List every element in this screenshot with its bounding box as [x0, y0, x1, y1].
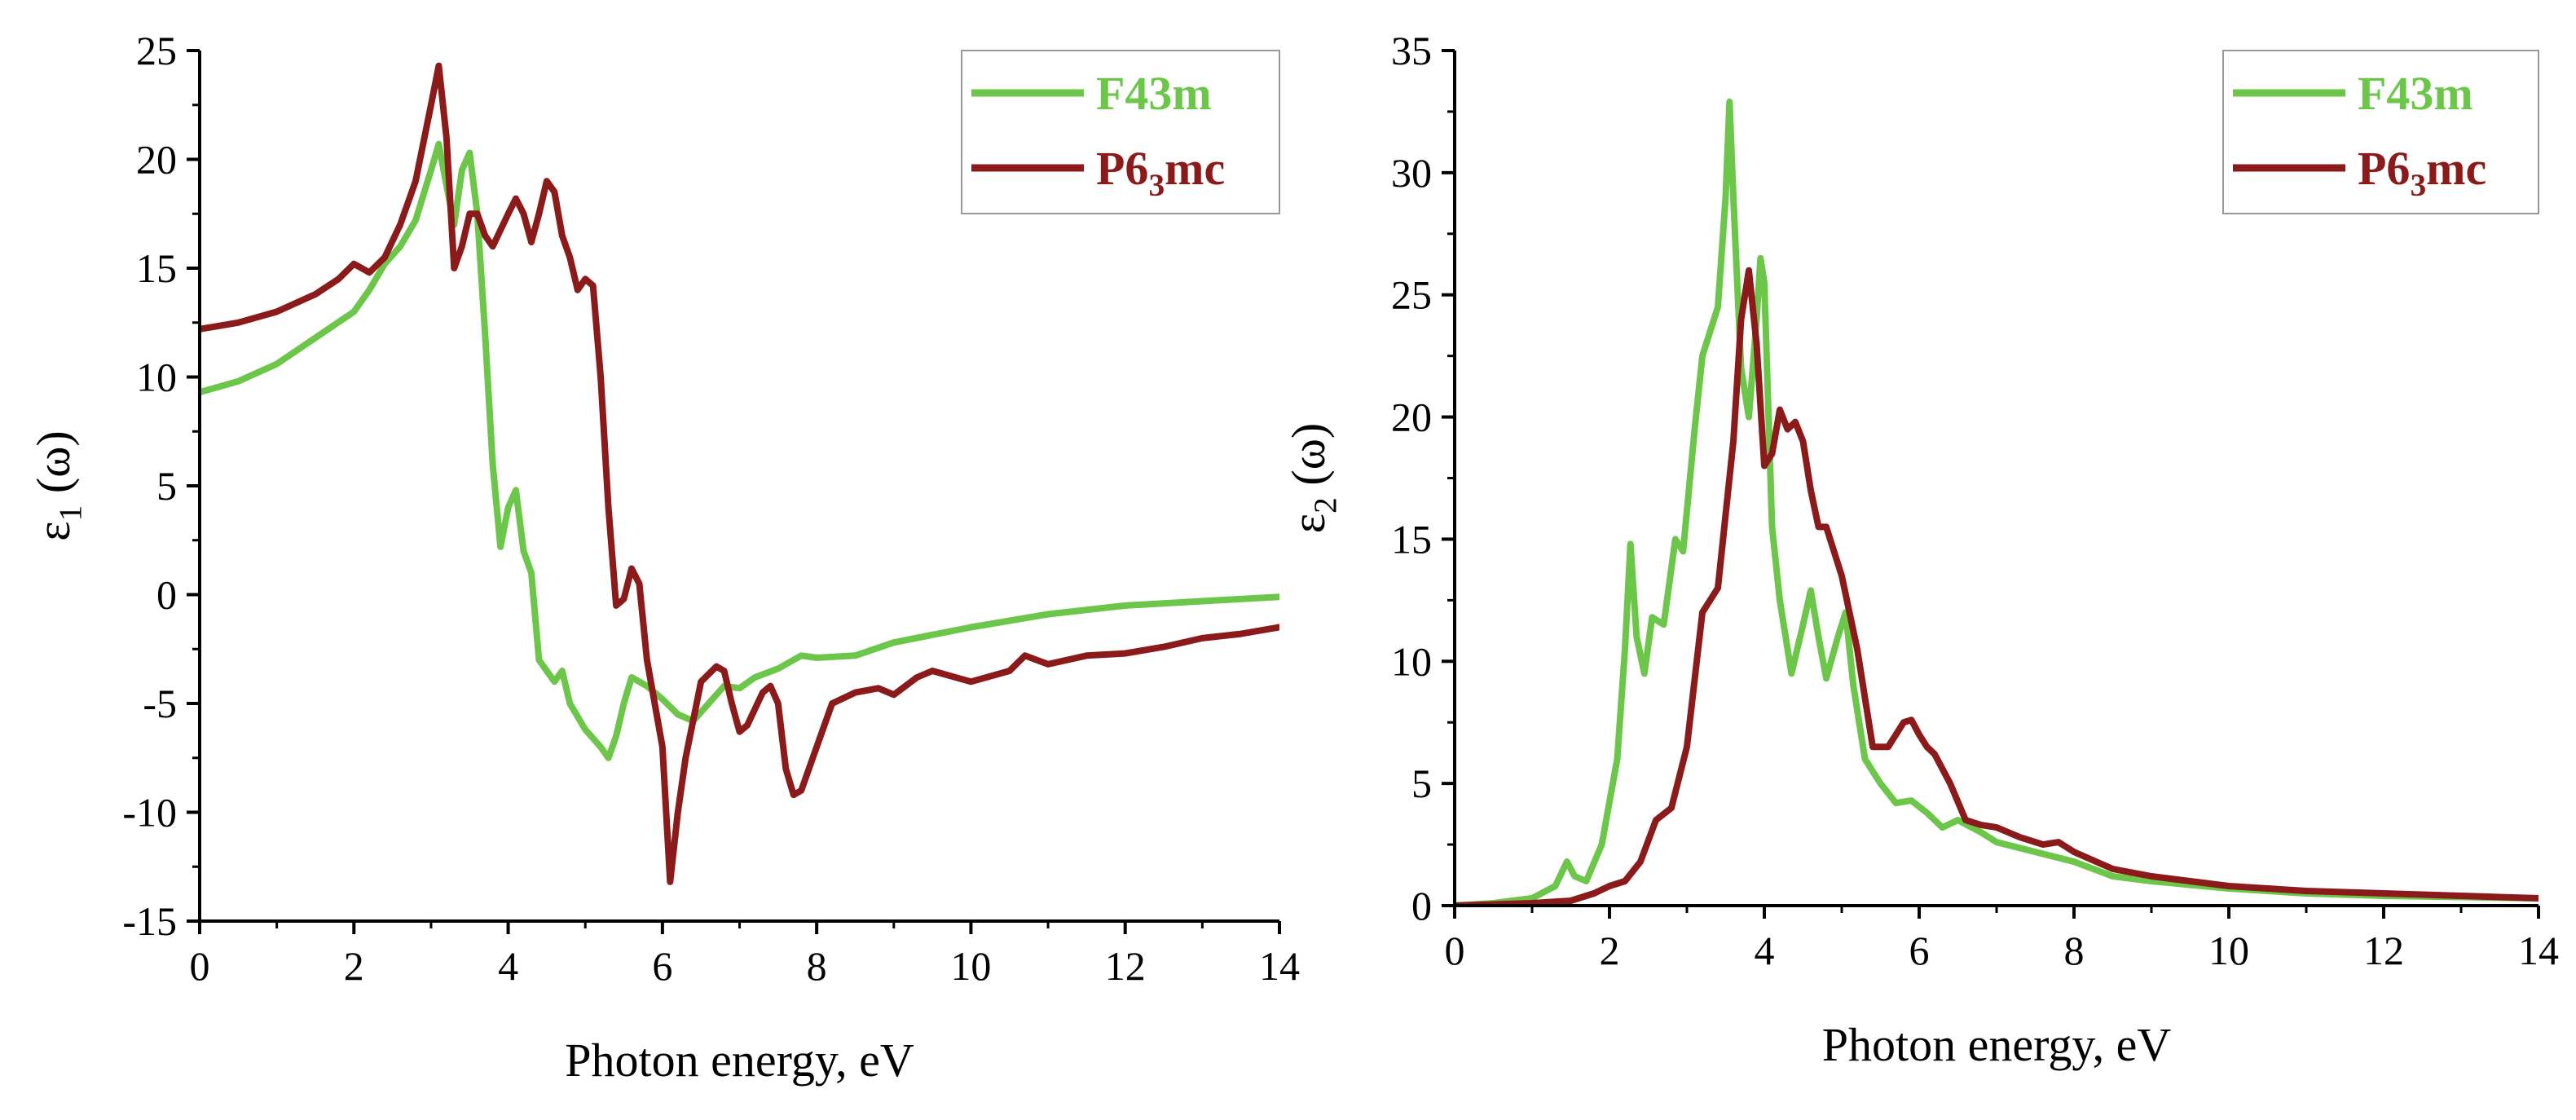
x-tick-label: 4 — [1755, 928, 1775, 973]
y-tick-label: -15 — [122, 898, 177, 944]
x-axis-title: Photon energy, eV — [565, 1034, 914, 1087]
y-tick-label: 10 — [136, 355, 177, 400]
y-tick-label: 35 — [1391, 28, 1432, 73]
series-line-f43m — [200, 140, 1279, 761]
legend: F43m P63mc — [961, 50, 1280, 214]
y-tick-label: 15 — [1391, 516, 1432, 562]
y-tick-label: 20 — [1391, 395, 1432, 440]
label-rest: (ω) — [1282, 423, 1335, 497]
y-axis-title: ε1 (ω) — [27, 430, 88, 540]
series-line-p63mc — [200, 62, 1279, 885]
label-main: F43m — [1096, 67, 1212, 120]
label-subscript: 3 — [1148, 167, 1165, 203]
y-tick-label: 10 — [1391, 638, 1432, 684]
legend-label-p63mc: P63mc — [1096, 142, 1225, 203]
x-tick-label: 14 — [2518, 928, 2559, 973]
y-tick-label: 25 — [1391, 272, 1432, 318]
label-rest: mc — [2426, 142, 2486, 195]
label-subscript: 1 — [52, 505, 88, 522]
y-tick-label: 0 — [156, 572, 177, 618]
x-tick-label: 0 — [1445, 928, 1465, 973]
x-tick-label: 14 — [1259, 943, 1300, 989]
legend-label-f43m: F43m — [1096, 67, 1212, 120]
label-main: ε — [1282, 514, 1335, 533]
legend-box — [961, 50, 1280, 214]
series-line-f43m — [1455, 98, 2539, 906]
y-tick-label: -10 — [122, 790, 177, 836]
label-rest: (ω) — [27, 430, 80, 505]
x-tick-label: 8 — [807, 943, 827, 989]
chart-eps2: 0 2 4 6 8 10 12 14 0 5 10 15 20 25 30 35 Photon energy, … — [1282, 28, 2559, 1071]
x-tick-label: 6 — [1909, 928, 1930, 973]
x-tick-label: 12 — [2363, 928, 2404, 973]
y-tick-label: 30 — [1391, 150, 1432, 196]
y-tick-label: 5 — [156, 463, 177, 509]
y-tick-label: 0 — [1411, 883, 1432, 928]
x-tick-label: 6 — [652, 943, 672, 989]
y-tick-label: 20 — [136, 137, 177, 183]
legend: F43m P63mc — [2222, 50, 2539, 214]
x-axis-title: Photon energy, eV — [1822, 1018, 2172, 1071]
x-tick-label: 10 — [2208, 928, 2249, 973]
series-line-p63mc — [1455, 267, 2539, 906]
legend-box — [2222, 50, 2539, 214]
x-tick-label: 10 — [950, 943, 991, 989]
label-subscript: 2 — [1307, 497, 1343, 514]
label-main: F43m — [2358, 67, 2473, 120]
x-tick-label: 12 — [1105, 943, 1146, 989]
label-subscript: 3 — [2410, 167, 2426, 203]
x-tick-label: 2 — [1600, 928, 1620, 973]
x-tick-label: 2 — [344, 943, 364, 989]
legend-label-f43m: F43m — [2358, 67, 2473, 120]
legend-label-p63mc: P63mc — [2358, 142, 2486, 203]
x-tick-label: 0 — [190, 943, 210, 989]
x-tick-label: 8 — [2064, 928, 2085, 973]
y-tick-label: -5 — [143, 681, 177, 726]
y-tick-label: 15 — [136, 245, 177, 291]
x-tick-label: 4 — [498, 943, 518, 989]
label-rest: mc — [1165, 142, 1225, 195]
chart-eps1: 0 2 4 6 8 10 12 14 -15 -10 -5 0 5 10 15 20 25 Photon ener… — [27, 28, 1300, 1087]
y-axis-title: ε2 (ω) — [1282, 423, 1343, 533]
label-main: P6 — [1096, 142, 1148, 195]
label-main: P6 — [2358, 142, 2410, 195]
y-tick-label: 25 — [136, 28, 177, 73]
label-main: ε — [27, 521, 80, 540]
y-tick-label: 5 — [1411, 761, 1432, 806]
